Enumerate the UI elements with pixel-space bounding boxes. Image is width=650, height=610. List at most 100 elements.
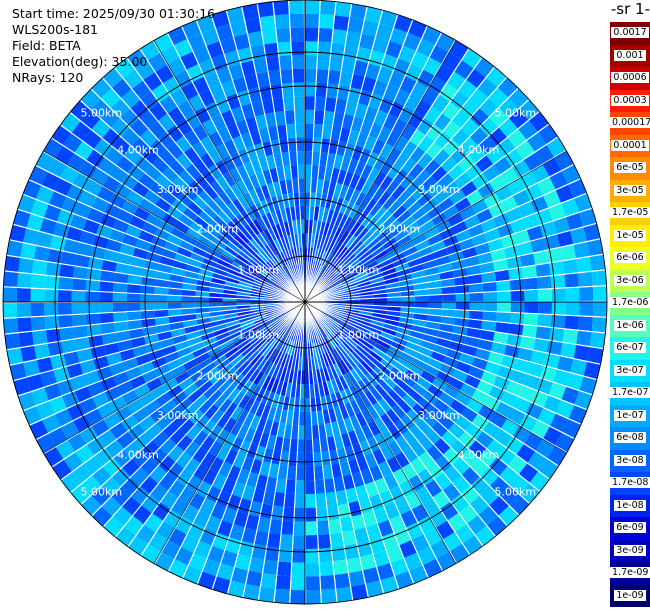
range-gate-cell <box>360 553 377 571</box>
range-gate-cell <box>480 218 497 233</box>
range-gate-cell <box>321 338 330 353</box>
range-gate-cell <box>177 100 195 118</box>
range-gate-cell <box>210 503 227 520</box>
range-gate-cell <box>422 198 438 213</box>
range-gate-cell <box>186 227 202 241</box>
range-gate-cell <box>113 321 129 333</box>
range-gate-cell <box>327 335 338 348</box>
range-gate-cell <box>245 207 257 222</box>
range-gate-cell <box>264 346 276 360</box>
range-gate-cell <box>198 235 213 248</box>
range-gate-cell <box>193 430 209 447</box>
range-gate-cell <box>282 82 294 98</box>
range-gate-cell <box>154 286 169 295</box>
range-gate-cell <box>323 110 335 126</box>
range-gate-cell <box>268 259 279 272</box>
range-gate-cell <box>415 486 433 504</box>
range-gate-cell <box>300 219 305 234</box>
range-gate-cell <box>222 206 236 221</box>
range-gate-cell <box>132 407 150 423</box>
range-gate-cell <box>540 221 557 238</box>
range-gate-cell <box>185 264 201 274</box>
range-gate-cell <box>195 106 211 124</box>
range-gate-cell <box>519 253 536 267</box>
range-gate-cell <box>538 302 553 314</box>
ray-gap-line <box>304 301 415 584</box>
range-gate-cell <box>275 223 284 238</box>
range-gate-cell <box>359 195 372 210</box>
ray-gap-line <box>304 301 444 572</box>
ray-gap-line <box>304 301 575 440</box>
range-gate-cell <box>167 233 183 247</box>
range-gate-cell <box>230 405 244 421</box>
range-gate-cell <box>263 559 278 575</box>
range-gate-cell <box>305 41 318 56</box>
range-gate-cell <box>411 185 427 201</box>
range-gate-cell <box>158 113 176 132</box>
range-gate-cell <box>361 376 375 391</box>
colorbar-tick-label: 3e-05 <box>614 184 646 196</box>
range-gate-cell <box>562 329 578 344</box>
range-gate-cell <box>417 397 433 412</box>
range-gate-cell <box>158 455 176 473</box>
range-ring-label: 1.00km <box>238 264 280 277</box>
range-gate-cell <box>355 397 367 412</box>
ray-gap-line <box>182 301 306 579</box>
range-gate-cell <box>300 384 305 399</box>
range-gate-cell <box>222 343 236 355</box>
range-gate-cell <box>523 277 538 290</box>
range-gate-cell <box>409 146 426 163</box>
range-gate-cell <box>437 262 453 273</box>
colorbar-tick-label: 1e-05 <box>614 229 646 241</box>
range-gate-cell <box>464 214 481 229</box>
range-gate-cell <box>327 255 338 269</box>
elevation-label: Elevation(deg): 35.00 <box>12 54 148 69</box>
range-gate-cell <box>102 128 121 147</box>
range-gate-cell <box>305 96 315 110</box>
range-gate-cell <box>493 259 509 272</box>
range-gate-cell <box>268 314 282 323</box>
ray-gap-line <box>288 0 306 303</box>
range-gate-cell <box>452 128 470 147</box>
range-gate-cell <box>483 291 498 302</box>
range-gate-cell <box>85 279 101 292</box>
range-gate-cell <box>549 171 568 190</box>
range-gate-cell <box>565 287 580 301</box>
range-gate-cell <box>345 308 360 314</box>
range-gate-cell <box>361 213 374 228</box>
range-gate-cell <box>67 153 86 172</box>
range-gate-cell <box>223 285 238 292</box>
range-gate-cell <box>332 226 343 241</box>
range-gate-cell <box>228 63 244 81</box>
range-gate-cell <box>339 359 350 374</box>
range-gate-cell <box>343 44 359 61</box>
range-gate-cell <box>386 219 401 233</box>
range-gate-cell <box>311 411 318 426</box>
range-gate-cell <box>505 207 523 223</box>
range-gate-cell <box>394 152 410 169</box>
range-gate-cell <box>371 316 386 323</box>
range-gate-cell <box>226 272 241 281</box>
range-gate-cell <box>176 246 192 258</box>
range-gate-cell <box>151 356 168 369</box>
range-gate-cell <box>480 486 500 506</box>
range-gate-cell <box>372 448 386 465</box>
range-gate-cell <box>553 369 571 386</box>
range-ring-label: 3.00km <box>157 409 199 422</box>
range-gate-cell <box>109 396 127 412</box>
range-gate-cell <box>45 262 61 277</box>
range-gate-cell <box>203 385 218 400</box>
range-gate-cell <box>398 106 415 124</box>
range-gate-cell <box>328 279 341 289</box>
range-ring-label: 4.00km <box>117 449 159 462</box>
colorbar-step: 0.0017 <box>610 22 650 45</box>
ray-gap-line <box>304 87 519 303</box>
range-gate-cell <box>30 274 46 289</box>
range-gate-cell <box>79 190 97 208</box>
range-gate-cell <box>179 352 195 365</box>
range-gate-cell <box>411 504 429 522</box>
range-gate-cell <box>315 82 328 98</box>
range-gate-cell <box>391 184 406 200</box>
ray-gap-line <box>28 179 306 303</box>
range-gate-cell <box>338 184 349 200</box>
